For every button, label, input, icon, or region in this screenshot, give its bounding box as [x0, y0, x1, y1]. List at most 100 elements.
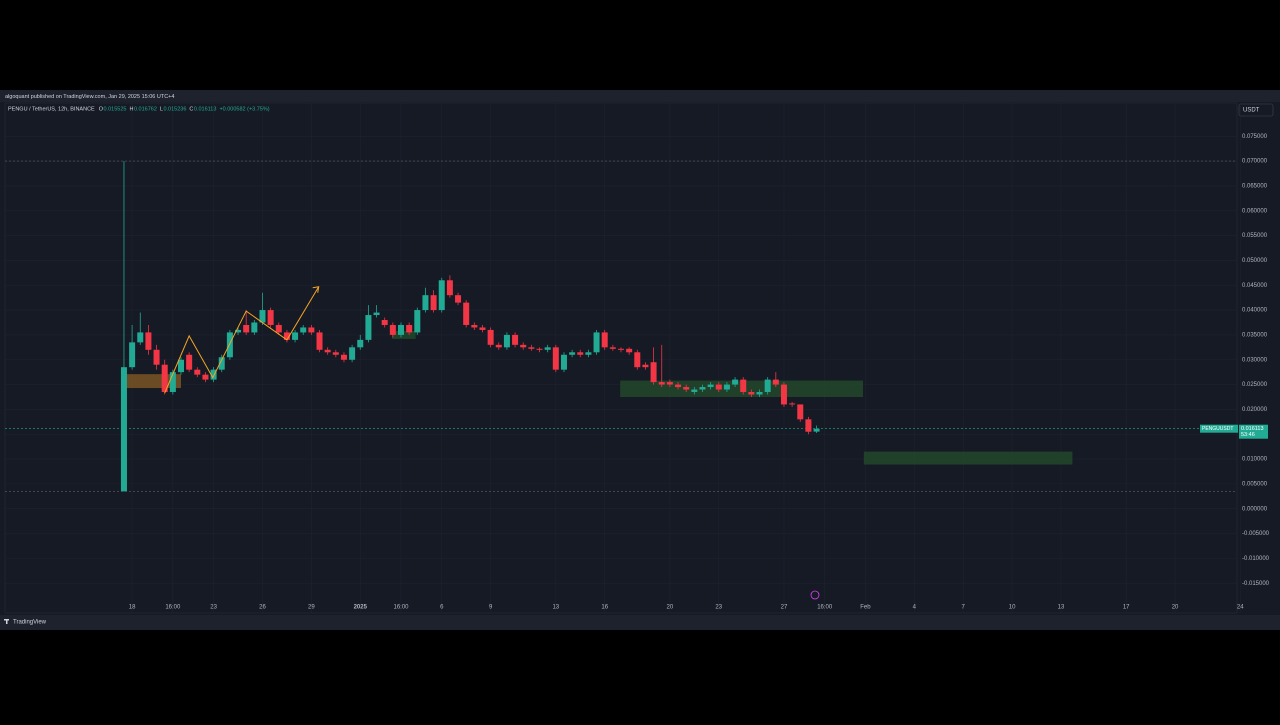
candle-body: [601, 332, 608, 348]
candle-body: [406, 324, 413, 333]
price-box: [1239, 424, 1268, 439]
candle-body: [471, 324, 478, 328]
countdown: 53:46: [1241, 432, 1255, 438]
candle-body: [756, 392, 763, 395]
candle-body: [243, 324, 250, 333]
candle-body: [178, 359, 184, 373]
candle-body: [503, 334, 510, 348]
top-bar: [0, 90, 1280, 102]
candle-body: [789, 403, 796, 405]
candle-body: [512, 334, 519, 345]
x-tick-label: 29: [308, 605, 315, 611]
y-tick-label: 0.025000: [1242, 382, 1268, 388]
candle-body: [283, 332, 290, 340]
candle-body: [430, 295, 437, 311]
legend-text: C: [189, 106, 193, 112]
candle-body: [805, 419, 812, 432]
candle-body: [438, 280, 445, 311]
legend-text: O: [99, 106, 104, 112]
y-tick-label: 0.065000: [1242, 184, 1268, 190]
x-tick-label: Feb: [860, 605, 871, 611]
legend-text: 0.016113: [194, 106, 217, 112]
candle-body: [414, 310, 421, 333]
candle-body: [552, 347, 559, 370]
logo-icon: [4, 619, 9, 624]
candle-body: [218, 357, 225, 370]
x-tick-label: 9: [489, 605, 493, 611]
y-tick-label: 0.045000: [1242, 283, 1268, 289]
candle-body: [618, 348, 624, 350]
y-tick-label: 0.055000: [1242, 233, 1268, 239]
candle-body: [634, 352, 641, 368]
candle-body: [398, 324, 404, 335]
candle-body: [357, 339, 364, 348]
candle-body: [251, 322, 258, 333]
candle-body: [349, 347, 356, 360]
zigzag: [164, 286, 320, 394]
candle-body: [446, 280, 453, 296]
candle-body: [666, 382, 673, 385]
y-tick-label: 0.030000: [1242, 357, 1268, 363]
candle-body: [373, 312, 380, 316]
candle-body: [259, 310, 266, 323]
x-tick-label: 23: [210, 605, 217, 611]
candle-body: [585, 352, 592, 355]
candle-body: [267, 310, 274, 325]
candle-body: [609, 347, 616, 349]
candle-body: [365, 315, 372, 340]
candle-body: [186, 354, 193, 370]
candle-body: [292, 332, 299, 340]
candle-body: [560, 354, 567, 370]
candle-body: [161, 364, 168, 393]
candle-body: [316, 332, 323, 350]
published: algoquant published on TradingView.com, …: [5, 94, 174, 100]
candle-body: [495, 344, 502, 348]
candle-body: [120, 367, 127, 492]
candle-body: [577, 352, 584, 355]
x-tick-label: 20: [667, 605, 674, 611]
x-tick-label: 16:00: [393, 605, 409, 611]
y-tick-label: 0.075000: [1242, 134, 1268, 140]
symbol-label: PENGUUSDT: [1202, 426, 1233, 432]
candle-body: [129, 342, 136, 368]
candle-body: [137, 332, 144, 343]
candle-body: [813, 428, 820, 432]
x-tick-label: 13: [552, 605, 559, 611]
candle-body: [381, 320, 388, 325]
candle-body: [650, 362, 657, 383]
legend-text: 0.015525: [104, 106, 127, 112]
x-tick-label: 10: [1009, 605, 1016, 611]
footer-logo: TradingView: [13, 620, 47, 626]
currency-box: [1238, 103, 1274, 117]
candle-body: [715, 384, 722, 390]
candle-body: [740, 379, 747, 393]
y-tick-label: 0.060000: [1242, 208, 1268, 214]
candle-body: [691, 389, 698, 393]
candle-body: [748, 392, 755, 395]
y-tick-label: 0.010000: [1242, 457, 1268, 463]
zone: [863, 451, 1073, 465]
x-tick-label: 27: [781, 605, 788, 611]
candle-body: [226, 332, 233, 358]
arrow-head: [312, 286, 320, 293]
candle-body: [699, 387, 706, 390]
candle-body: [275, 324, 282, 333]
plot-area: [4, 102, 1238, 614]
candle-body: [308, 327, 315, 333]
x-tick-label: 17: [1123, 605, 1130, 611]
legend: PENGU / TetherUS, 12h, BINANCE O 0.015525 H…: [8, 106, 270, 112]
x-tick-label: 7: [962, 605, 966, 611]
candle-body: [194, 369, 201, 375]
candle-body: [153, 349, 160, 365]
candle-body: [675, 384, 682, 388]
candle-body: [536, 348, 543, 350]
y-tick-label: 0.035000: [1242, 332, 1268, 338]
candle-body: [169, 372, 176, 393]
x-tick-label: 16: [601, 605, 608, 611]
candle-body: [145, 332, 152, 350]
y-tick-label: -0.015000: [1242, 581, 1270, 587]
x-tick-label: 23: [715, 605, 722, 611]
candle-body: [389, 324, 396, 335]
